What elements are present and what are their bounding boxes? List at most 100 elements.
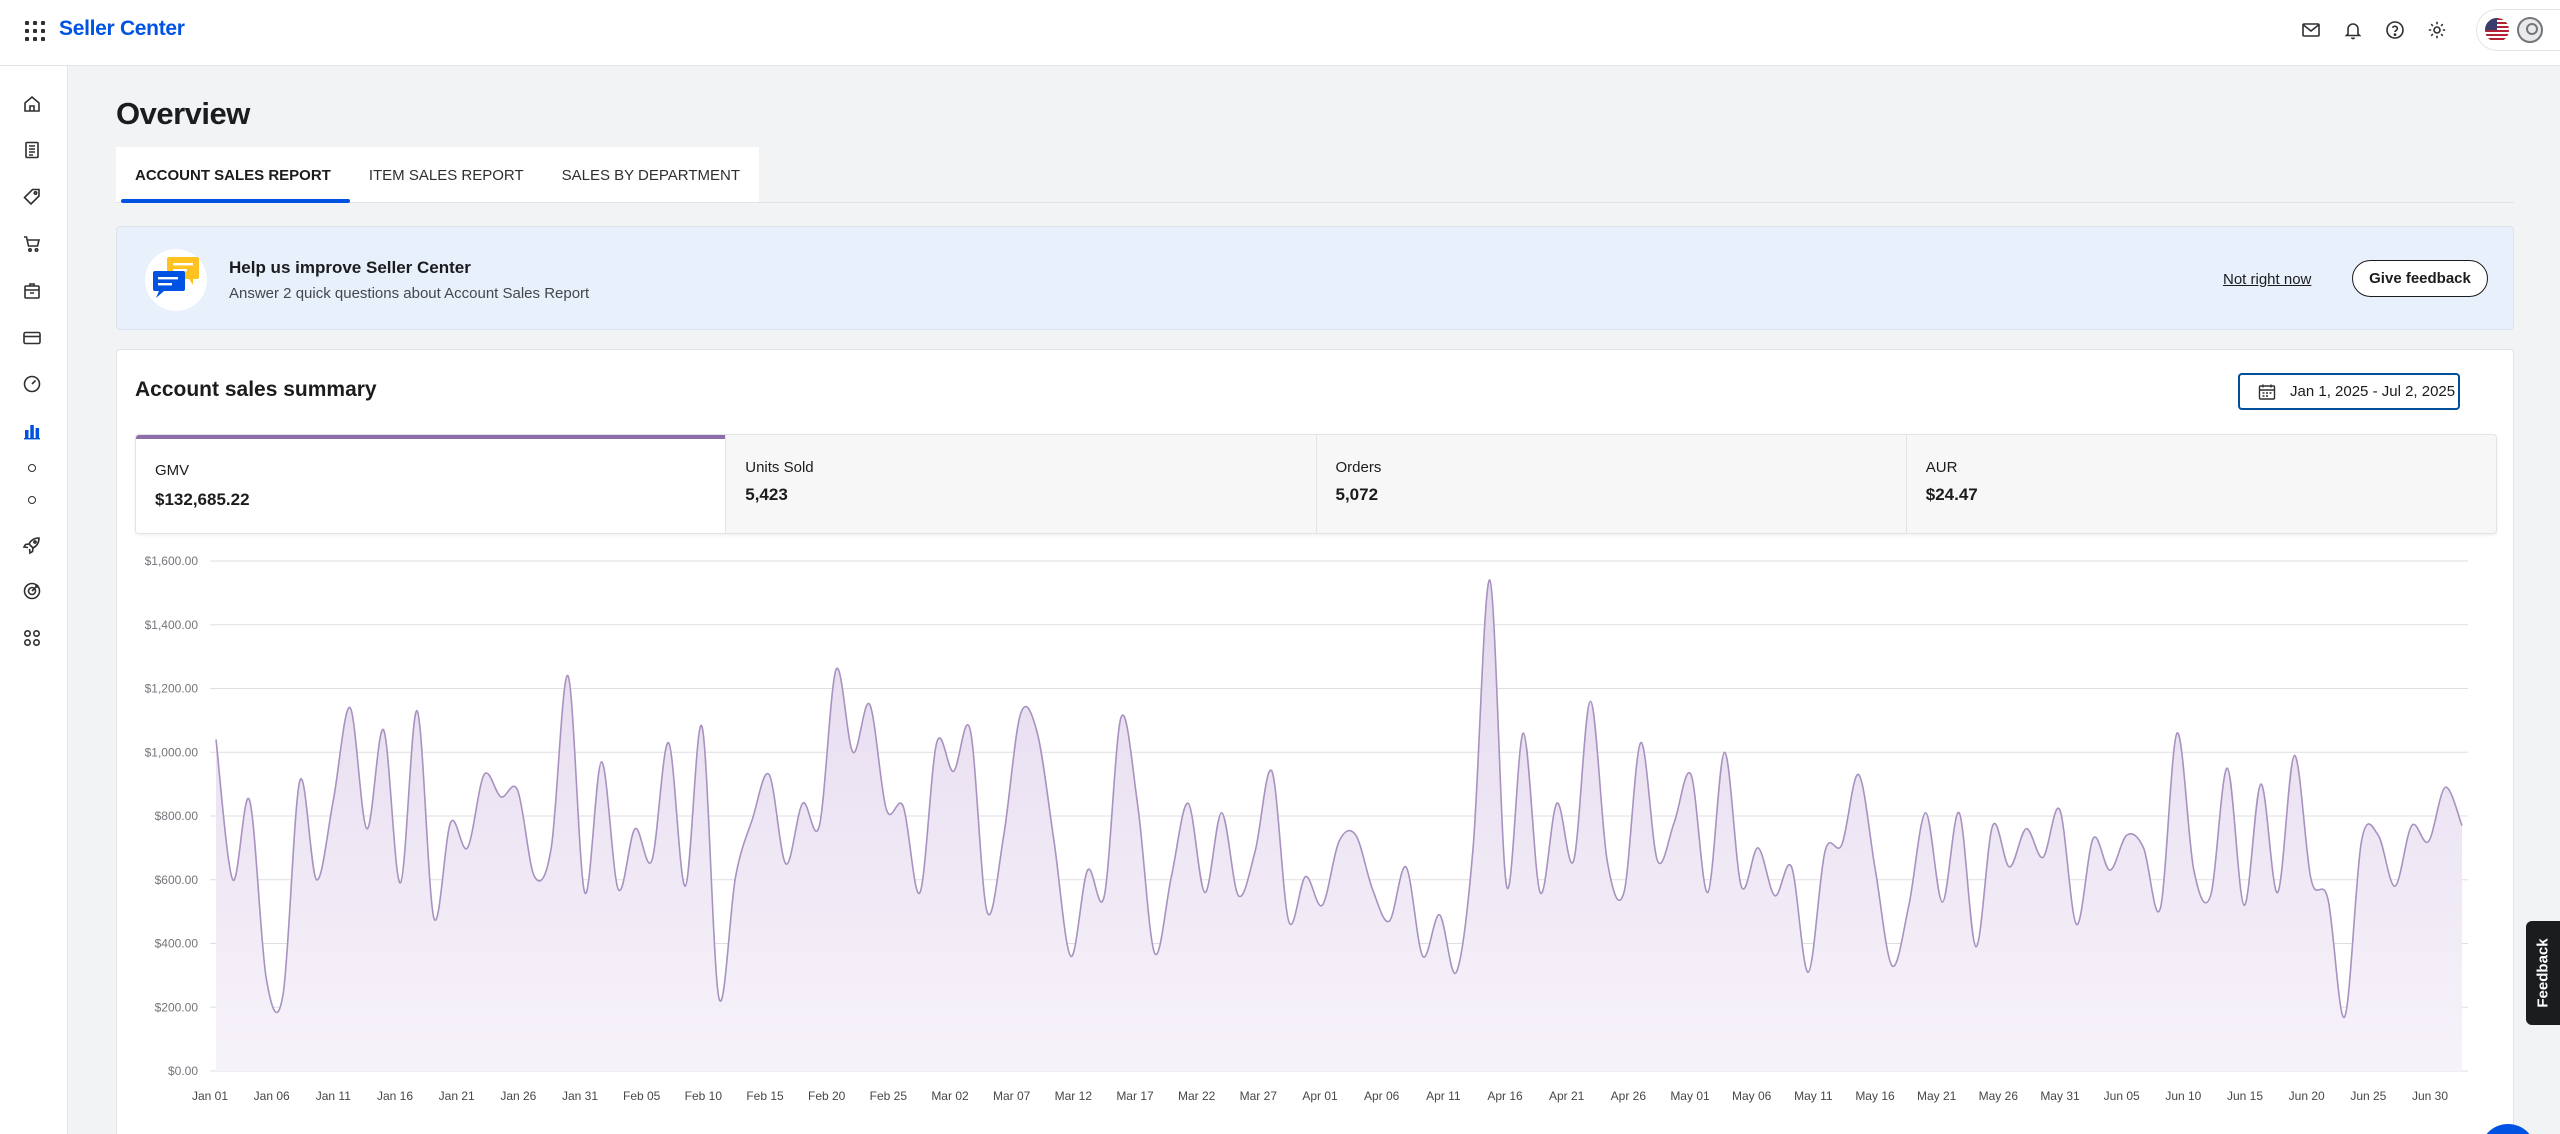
- metric-value: 5,072: [1335, 485, 1379, 504]
- tab-sales-by-department[interactable]: SALES BY DEPARTMENT: [561, 166, 740, 184]
- metric-label: GMV: [155, 462, 190, 479]
- date-range-picker[interactable]: Jan 1, 2025 - Jul 2, 2025: [2238, 373, 2460, 410]
- x-tick-label: Jun 25: [2350, 1089, 2386, 1103]
- metric-label: Orders: [1335, 459, 1382, 476]
- metric-tiles: GMV $132,685.22 Units Sold 5,423 Orders …: [135, 434, 2497, 534]
- page-title: Overview: [116, 96, 250, 131]
- tabs-divider: [116, 202, 2514, 203]
- x-tick-label: Feb 20: [808, 1089, 846, 1103]
- x-tick-label: Mar 07: [993, 1089, 1031, 1103]
- metric-value: 5,423: [745, 485, 788, 504]
- mail-icon[interactable]: [2300, 19, 2322, 41]
- x-tick-label: Jan 11: [316, 1089, 351, 1103]
- tag-icon[interactable]: [20, 185, 44, 209]
- x-tick-label: Feb 10: [685, 1089, 723, 1103]
- x-tick-label: Jan 31: [562, 1089, 598, 1103]
- y-tick-label: $1,200.00: [145, 682, 199, 696]
- x-tick-label: May 21: [1917, 1089, 1957, 1103]
- x-tick-label: Jan 21: [439, 1089, 475, 1103]
- performance-gauge-icon[interactable]: [20, 372, 44, 396]
- y-tick-label: $800.00: [155, 809, 199, 823]
- gmv-area-fill: [216, 579, 2462, 1071]
- home-icon[interactable]: [20, 92, 44, 116]
- x-tick-label: Mar 27: [1240, 1089, 1278, 1103]
- metric-label: Units Sold: [745, 459, 814, 476]
- analytics-subitem-1[interactable]: [28, 464, 36, 472]
- x-tick-label: Jan 26: [500, 1089, 536, 1103]
- gear-icon[interactable]: [2426, 19, 2448, 41]
- y-tick-label: $1,600.00: [145, 554, 199, 568]
- apps-grid-icon[interactable]: [20, 626, 44, 650]
- tab-item-sales-report[interactable]: ITEM SALES REPORT: [368, 166, 524, 184]
- y-tick-label: $1,400.00: [145, 618, 199, 632]
- bell-icon[interactable]: [2342, 19, 2364, 41]
- inventory-box-icon[interactable]: [20, 279, 44, 303]
- account-menu[interactable]: [2476, 9, 2560, 51]
- metric-value: $24.47: [1925, 485, 1978, 504]
- x-tick-label: May 11: [1794, 1089, 1833, 1103]
- avatar: [2517, 17, 2543, 43]
- orders-list-icon[interactable]: [20, 138, 44, 162]
- y-tick-label: $200.00: [155, 1000, 199, 1014]
- banner-title: Help us improve Seller Center: [229, 258, 471, 277]
- brand-logo[interactable]: Seller Center: [59, 17, 185, 40]
- assistant-fab[interactable]: [2480, 1124, 2536, 1134]
- x-tick-label: Jun 30: [2412, 1089, 2448, 1103]
- gmv-series-line: [215, 579, 2463, 1018]
- x-tick-label: Apr 21: [1549, 1089, 1585, 1103]
- x-tick-label: Feb 05: [623, 1089, 661, 1103]
- x-tick-label: Apr 26: [1611, 1089, 1647, 1103]
- x-tick-label: May 26: [1979, 1089, 2019, 1103]
- y-tick-label: $400.00: [155, 937, 199, 951]
- rocket-icon[interactable]: [20, 533, 44, 557]
- x-tick-label: Apr 06: [1364, 1089, 1400, 1103]
- y-tick-label: $1,000.00: [145, 745, 199, 759]
- metric-aur[interactable]: AUR $24.47: [1907, 435, 2496, 533]
- metric-units-sold[interactable]: Units Sold 5,423: [726, 435, 1317, 533]
- report-tabs: ACCOUNT SALES REPORT ITEM SALES REPORT S…: [116, 147, 759, 203]
- cart-icon[interactable]: [20, 232, 44, 256]
- x-tick-label: Apr 11: [1426, 1089, 1461, 1103]
- summary-title: Account sales summary: [135, 378, 377, 401]
- x-tick-label: May 01: [1670, 1089, 1710, 1103]
- chat-bubbles-icon: [145, 249, 207, 311]
- us-flag-icon: [2485, 18, 2509, 42]
- metric-gmv[interactable]: GMV $132,685.22: [136, 435, 727, 533]
- x-tick-label: May 31: [2040, 1089, 2080, 1103]
- x-tick-label: May 16: [1855, 1089, 1895, 1103]
- payments-card-icon[interactable]: [20, 326, 44, 350]
- x-tick-label: Jan 01: [192, 1089, 228, 1103]
- x-tick-label: Mar 02: [931, 1089, 969, 1103]
- metric-orders[interactable]: Orders 5,072: [1317, 435, 1907, 533]
- give-feedback-button[interactable]: Give feedback: [2352, 260, 2488, 297]
- calendar-icon: [2258, 384, 2276, 400]
- x-tick-label: Feb 15: [746, 1089, 784, 1103]
- top-bar: Seller Center: [0, 0, 2560, 66]
- help-icon[interactable]: [2384, 19, 2406, 41]
- feedback-side-tab[interactable]: Feedback: [2526, 921, 2560, 1025]
- feedback-side-tab-label: Feedback: [2534, 938, 2552, 1008]
- x-tick-label: Jun 20: [2289, 1089, 2325, 1103]
- metric-label: AUR: [1925, 459, 1958, 476]
- not-right-now-link[interactable]: Not right now: [2223, 271, 2312, 288]
- x-tick-label: Mar 22: [1178, 1089, 1216, 1103]
- feedback-banner: Help us improve Seller Center Answer 2 q…: [116, 226, 2514, 330]
- banner-subtitle: Answer 2 quick questions about Account S…: [229, 285, 590, 302]
- sidebar: [0, 66, 68, 1134]
- x-tick-label: Feb 25: [870, 1089, 908, 1103]
- date-range-text: Jan 1, 2025 - Jul 2, 2025: [2290, 383, 2456, 400]
- y-tick-label: $600.00: [155, 873, 199, 887]
- app-launcher-icon[interactable]: [24, 20, 45, 41]
- x-tick-label: Jan 06: [254, 1089, 290, 1103]
- x-tick-label: Jan 16: [377, 1089, 413, 1103]
- x-tick-label: Jun 10: [2165, 1089, 2201, 1103]
- analytics-subitem-2[interactable]: [28, 496, 36, 504]
- analytics-bar-chart-icon[interactable]: [20, 419, 44, 443]
- x-tick-label: May 06: [1732, 1089, 1772, 1103]
- target-icon[interactable]: [20, 579, 44, 603]
- metric-value: $132,685.22: [155, 490, 250, 509]
- x-tick-label: Jun 05: [2104, 1089, 2140, 1103]
- tab-account-sales-report[interactable]: ACCOUNT SALES REPORT: [116, 147, 350, 203]
- x-tick-label: Mar 12: [1055, 1089, 1093, 1103]
